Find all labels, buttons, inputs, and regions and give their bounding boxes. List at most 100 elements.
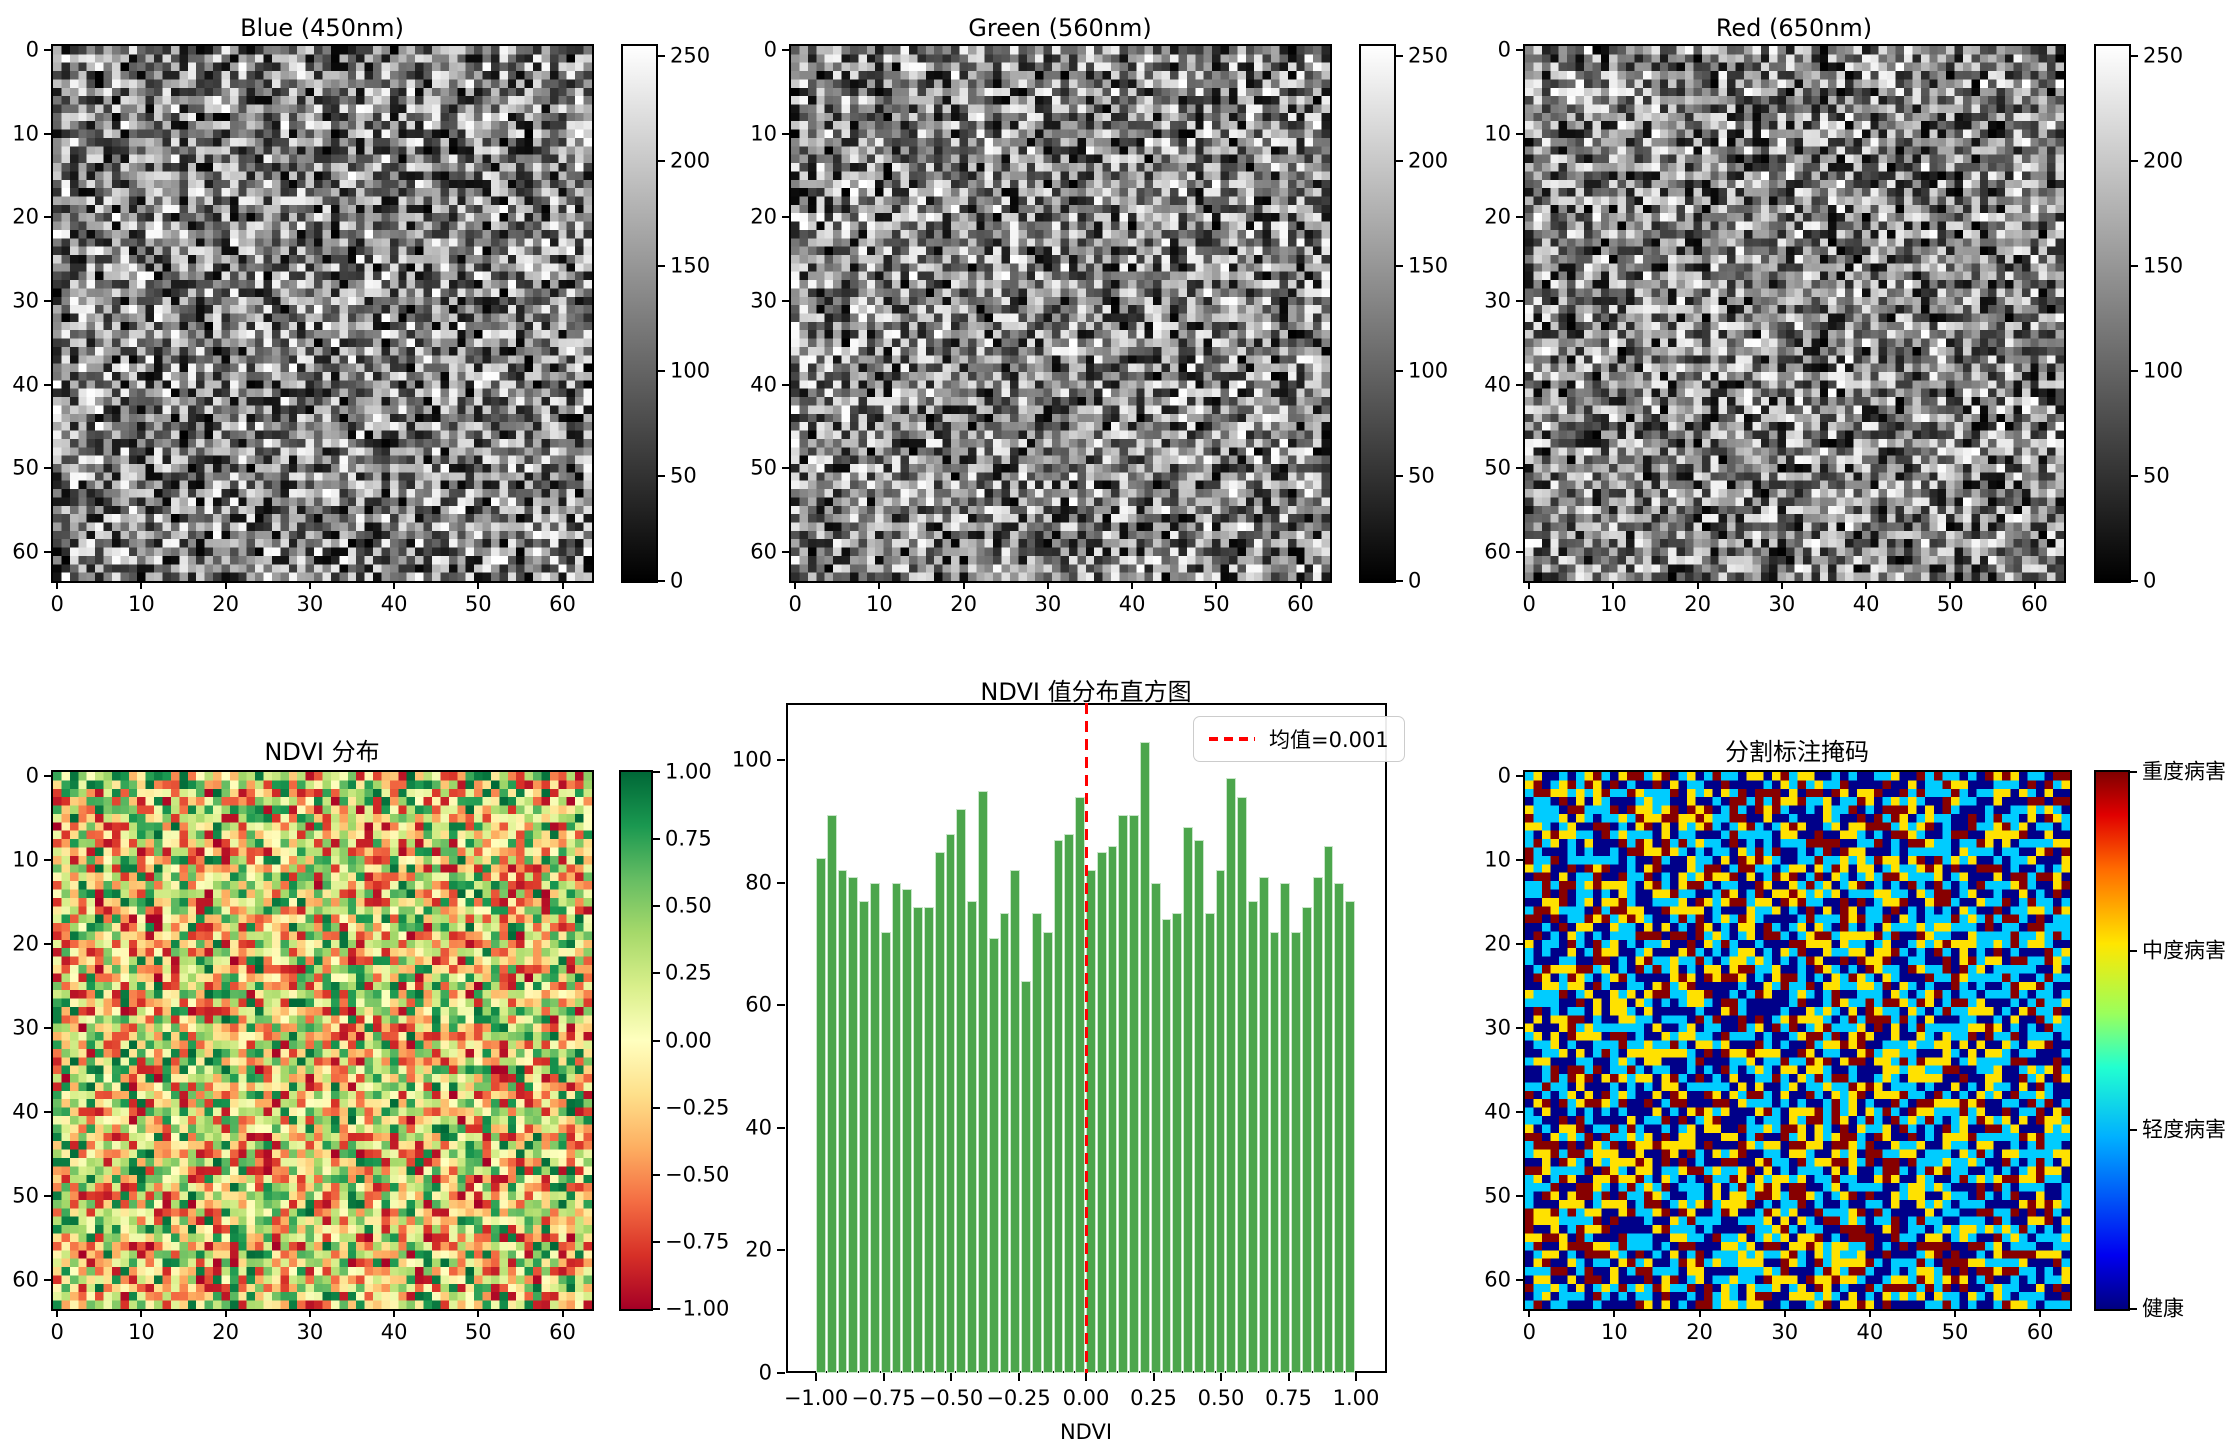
histogram-bar bbox=[1053, 839, 1064, 1373]
y-tick-mark bbox=[44, 859, 52, 862]
colorbar-tick-mark bbox=[2129, 771, 2137, 773]
legend-label: 均值=0.001 bbox=[1269, 728, 1389, 752]
x-tick-label: 0.75 bbox=[1265, 1386, 1312, 1410]
histogram-bar bbox=[967, 901, 977, 1373]
mask-colorbar bbox=[2096, 772, 2128, 1309]
y-tick-label: 30 bbox=[1484, 1015, 1511, 1040]
y-tick-mark bbox=[782, 467, 790, 470]
colorbar-tick-label: 50 bbox=[2143, 463, 2170, 488]
colorbar-tick-mark bbox=[1395, 370, 1403, 373]
x-tick-mark bbox=[1868, 1309, 1871, 1317]
histogram-bar bbox=[880, 931, 891, 1373]
histogram-bar bbox=[1010, 870, 1021, 1373]
histogram-bar bbox=[1334, 882, 1345, 1373]
histogram-bar bbox=[1194, 839, 1204, 1373]
y-tick-mark bbox=[44, 383, 52, 386]
histogram-bar bbox=[1107, 845, 1118, 1373]
colorbar-tick-mark bbox=[2130, 160, 2138, 163]
colorbar-tick-label: 0 bbox=[670, 568, 684, 593]
colorbar-tick-label: 0.75 bbox=[665, 826, 712, 851]
x-tick-mark bbox=[561, 581, 564, 589]
y-tick-label: 10 bbox=[12, 847, 39, 872]
x-tick-label: 10 bbox=[1600, 592, 1627, 616]
y-tick-label: 30 bbox=[1484, 288, 1511, 313]
x-tick-label: −0.25 bbox=[986, 1386, 1051, 1410]
histogram-bar bbox=[1183, 827, 1193, 1373]
colorbar-tick-label: −0.25 bbox=[665, 1095, 730, 1120]
colorbar-tick-mark bbox=[1395, 265, 1403, 268]
colorbar-tick-label: 100 bbox=[2143, 358, 2184, 383]
histogram-bar bbox=[1291, 931, 1301, 1373]
x-tick-label: 60 bbox=[549, 1320, 576, 1344]
x-tick-label: 60 bbox=[2021, 592, 2048, 616]
y-tick-label: 0 bbox=[25, 37, 39, 62]
y-tick-mark bbox=[1516, 49, 1524, 52]
histogram-bar bbox=[1118, 815, 1129, 1373]
panel-title-ndvi-map: NDVI 分布 bbox=[264, 738, 380, 766]
histogram-bar bbox=[1032, 913, 1042, 1374]
y-tick-mark bbox=[782, 383, 790, 386]
x-tick-mark bbox=[1085, 1373, 1087, 1381]
colorbar-class-label: 中度病害 bbox=[2142, 938, 2226, 963]
y-tick-mark bbox=[44, 775, 52, 778]
y-tick-label: 40 bbox=[1484, 372, 1511, 396]
y-tick-mark bbox=[44, 1278, 52, 1281]
y-tick-label: 0 bbox=[1497, 763, 1511, 788]
x-tick-mark bbox=[1528, 1309, 1531, 1317]
x-tick-mark bbox=[1215, 581, 1218, 589]
x-tick-label: 0.00 bbox=[1062, 1386, 1110, 1410]
x-tick-label: 0 bbox=[50, 1320, 64, 1344]
x-tick-label: 10 bbox=[128, 592, 155, 616]
colorbar-tick-label: 150 bbox=[1408, 253, 1449, 278]
x-tick-mark bbox=[882, 1373, 885, 1381]
y-tick-label: 40 bbox=[750, 372, 777, 396]
y-tick-label: 10 bbox=[1484, 847, 1511, 872]
y-tick-label: 60 bbox=[750, 539, 777, 564]
x-tick-mark bbox=[140, 1309, 143, 1317]
histogram-bar bbox=[1204, 913, 1215, 1374]
x-tick-label: 1.00 bbox=[1332, 1386, 1380, 1410]
x-tick-mark bbox=[1131, 581, 1134, 589]
histogram-bar bbox=[1237, 796, 1247, 1373]
x-tick-mark bbox=[477, 581, 480, 589]
colorbar-tick-label: 0.00 bbox=[665, 1027, 712, 1052]
mask-heatmap bbox=[1525, 772, 2070, 1309]
histogram-bar bbox=[1258, 876, 1269, 1373]
x-tick-mark bbox=[1220, 1373, 1222, 1381]
colorbar-tick-mark bbox=[2130, 475, 2138, 478]
x-tick-label: 20 bbox=[1686, 1320, 1713, 1344]
colorbar-tick-label: 150 bbox=[670, 253, 711, 278]
x-tick-label: −0.75 bbox=[851, 1386, 916, 1410]
colorbar-tick-label: 50 bbox=[1408, 463, 1435, 488]
blue-colorbar bbox=[623, 46, 656, 581]
colorbar-tick-label: 250 bbox=[670, 43, 711, 68]
histogram-bar bbox=[826, 815, 837, 1373]
colorbar-tick-mark bbox=[652, 1173, 660, 1176]
x-tick-label: 50 bbox=[464, 592, 492, 616]
x-tick-label: 20 bbox=[950, 592, 978, 616]
x-tick-mark bbox=[1949, 581, 1952, 589]
y-tick-label: 40 bbox=[1484, 1099, 1511, 1124]
colorbar-tick-label: 100 bbox=[670, 358, 711, 383]
x-tick-mark bbox=[56, 1309, 59, 1317]
x-tick-label: 10 bbox=[866, 592, 893, 616]
y-tick-label: 30 bbox=[750, 288, 777, 313]
x-tick-mark bbox=[224, 1309, 227, 1317]
histogram-bar bbox=[902, 888, 913, 1373]
histogram-bar bbox=[1042, 931, 1053, 1373]
x-tick-mark bbox=[308, 581, 311, 589]
x-tick-mark bbox=[308, 1309, 311, 1317]
histogram-bar bbox=[988, 937, 999, 1373]
colorbar-tick-mark bbox=[652, 1240, 660, 1243]
y-tick-mark bbox=[1516, 1194, 1524, 1197]
histogram-bar bbox=[1140, 741, 1150, 1373]
y-tick-mark bbox=[1516, 859, 1524, 862]
y-tick-mark bbox=[777, 1004, 785, 1007]
x-tick-label: 50 bbox=[1936, 592, 1964, 616]
x-tick-mark bbox=[1299, 581, 1302, 589]
colorbar-class-label: 轻度病害 bbox=[2142, 1117, 2226, 1142]
y-tick-label: 30 bbox=[12, 288, 39, 313]
x-tick-label: 40 bbox=[380, 1320, 408, 1344]
x-tick-mark bbox=[2033, 581, 2036, 589]
y-tick-mark bbox=[1516, 132, 1524, 135]
